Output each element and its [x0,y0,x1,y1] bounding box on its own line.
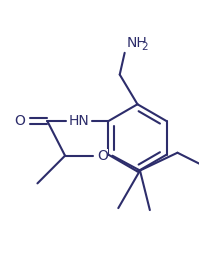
Text: NH: NH [127,36,147,50]
Text: O: O [14,114,25,128]
Text: HN: HN [68,114,89,128]
Text: O: O [97,149,108,163]
Text: 2: 2 [141,42,148,52]
